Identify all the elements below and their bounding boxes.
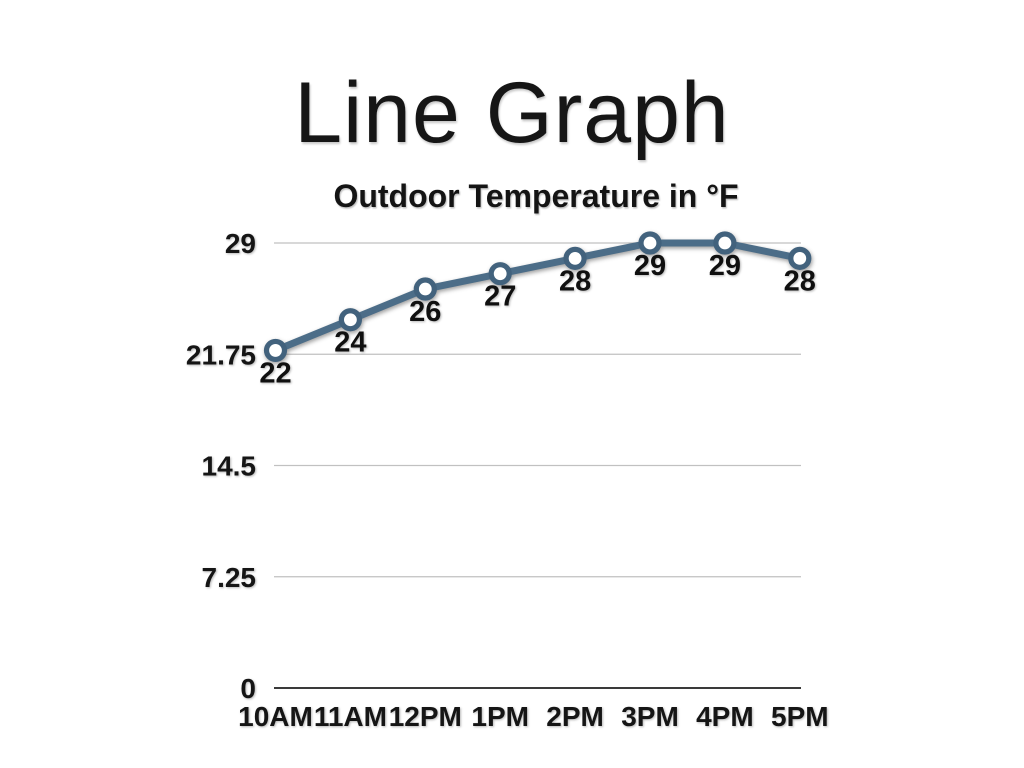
y-axis-tick-label: 29 [225,228,256,259]
x-axis-label: 5PM [771,701,829,732]
data-point-marker [563,246,587,270]
x-axis-label: 12PM [389,701,462,732]
temperature-series [263,231,812,363]
x-axis-label: 4PM [696,701,754,732]
x-axis-label: 2PM [546,701,604,732]
data-point-label: 28 [784,265,816,297]
y-axis-tick-label: 7.25 [202,562,257,593]
data-point-label: 26 [409,296,441,328]
data-point-marker [338,308,362,332]
y-axis-tick-label: 0 [240,673,256,704]
x-axis-labels: 10AM 11AM 12PM 1PM 2PM 3PM 4PM 5PM [238,701,828,732]
data-point-label: 24 [334,327,366,359]
data-point-label: 29 [709,250,741,282]
x-axis-label: 11AM [314,701,387,732]
y-axis-labels: 0 7.25 14.5 21.75 29 [186,228,256,704]
data-labels: 22 24 26 27 28 29 29 28 [259,250,816,389]
data-point-marker [788,246,812,270]
data-point-label: 27 [484,281,516,313]
y-axis-tick-label: 21.75 [186,339,256,370]
x-axis-label: 10AM [238,701,313,732]
data-point-marker [413,277,437,301]
data-point-label: 29 [634,250,666,282]
data-point-marker [713,231,737,255]
temperature-line [272,239,804,354]
chart-title: Outdoor Temperature in °F [333,178,739,214]
data-point-marker [488,262,512,286]
data-point-label: 22 [259,357,291,389]
y-axis-tick-label: 14.5 [202,451,257,482]
x-axis-label: 3PM [621,701,679,732]
data-point-marker [263,338,288,363]
x-axis-label: 1PM [471,701,529,732]
slide-title: Line Graph [294,65,730,161]
data-point-marker [638,231,662,255]
data-point-label: 28 [559,265,591,297]
